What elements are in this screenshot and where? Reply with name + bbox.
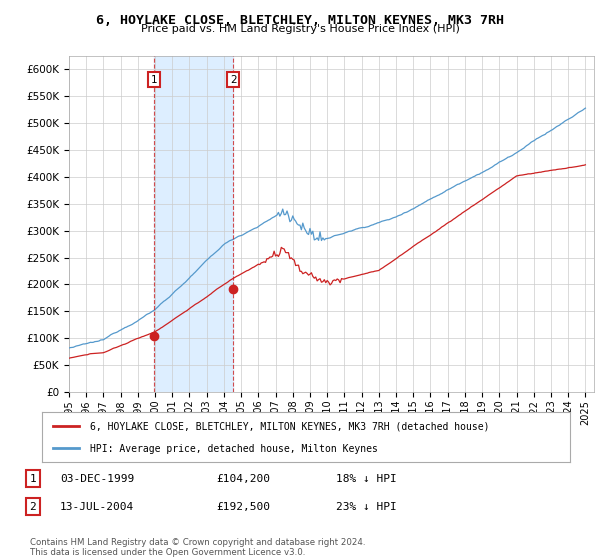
Text: £192,500: £192,500 <box>216 502 270 512</box>
Text: 1: 1 <box>151 74 157 85</box>
Text: £104,200: £104,200 <box>216 474 270 484</box>
Text: 13-JUL-2004: 13-JUL-2004 <box>60 502 134 512</box>
Text: HPI: Average price, detached house, Milton Keynes: HPI: Average price, detached house, Milt… <box>89 444 377 454</box>
Text: 03-DEC-1999: 03-DEC-1999 <box>60 474 134 484</box>
Text: Contains HM Land Registry data © Crown copyright and database right 2024.
This d: Contains HM Land Registry data © Crown c… <box>30 538 365 557</box>
Text: 6, HOYLAKE CLOSE, BLETCHLEY, MILTON KEYNES, MK3 7RH (detached house): 6, HOYLAKE CLOSE, BLETCHLEY, MILTON KEYN… <box>89 422 489 432</box>
Text: 6, HOYLAKE CLOSE, BLETCHLEY, MILTON KEYNES, MK3 7RH: 6, HOYLAKE CLOSE, BLETCHLEY, MILTON KEYN… <box>96 14 504 27</box>
Bar <box>154 56 233 392</box>
Text: 2: 2 <box>29 502 37 512</box>
Text: 23% ↓ HPI: 23% ↓ HPI <box>336 502 397 512</box>
Text: 1: 1 <box>29 474 37 484</box>
Text: 18% ↓ HPI: 18% ↓ HPI <box>336 474 397 484</box>
Text: Price paid vs. HM Land Registry's House Price Index (HPI): Price paid vs. HM Land Registry's House … <box>140 24 460 34</box>
Text: 2: 2 <box>230 74 236 85</box>
